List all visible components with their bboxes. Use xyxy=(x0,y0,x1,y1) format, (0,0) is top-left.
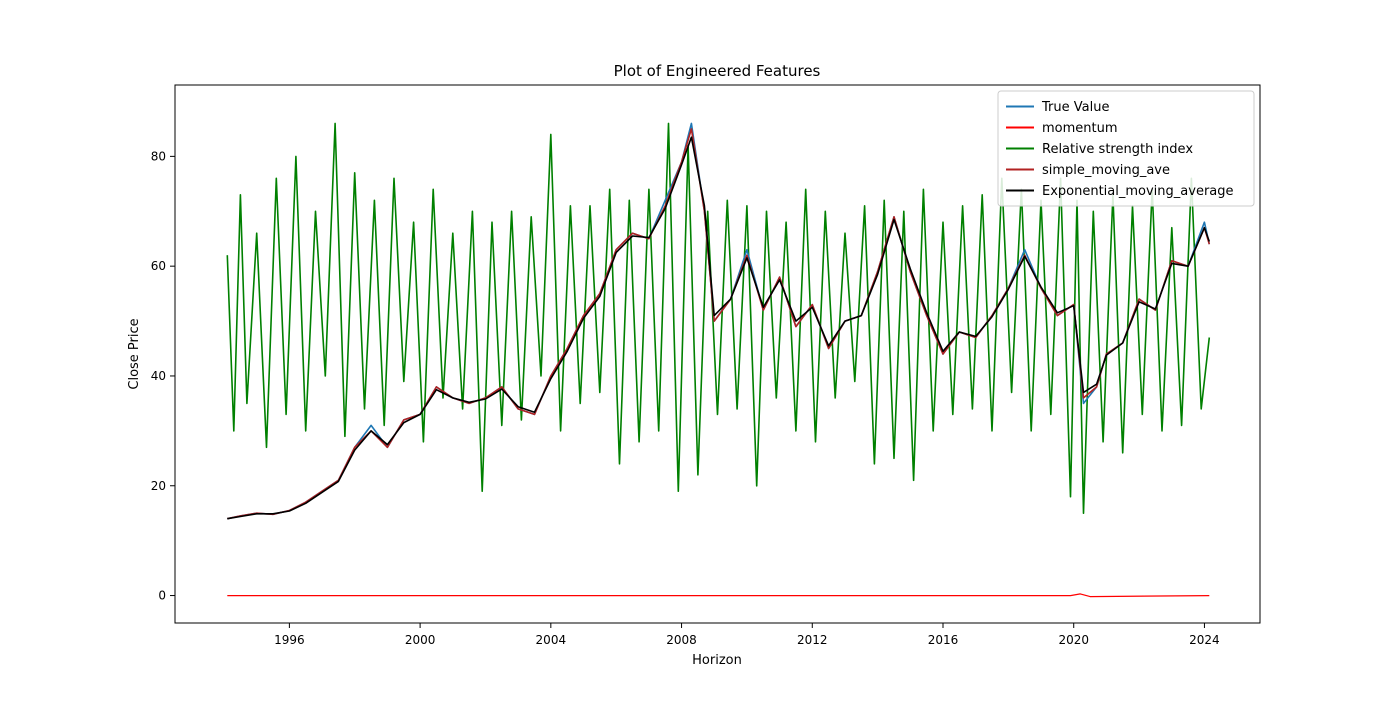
chart-title: Plot of Engineered Features xyxy=(614,62,821,80)
series-line-momentum xyxy=(227,593,1210,598)
x-tick-label: 2012 xyxy=(797,633,828,647)
series-layer xyxy=(226,122,1211,598)
x-axis-ticks: 1996 2000 2004 2008 2012 2016 2020 2024 xyxy=(274,623,1220,647)
x-tick-label: 2000 xyxy=(405,633,436,647)
x-axis-label: Horizon xyxy=(692,653,742,668)
x-tick-label: 2020 xyxy=(1058,633,1089,647)
x-tick-label: 2024 xyxy=(1189,633,1220,647)
y-tick-label: 40 xyxy=(151,369,166,383)
legend-label: Exponential_moving_average xyxy=(1042,184,1234,199)
plot-area: 1996 2000 2004 2008 2012 2016 2020 2024 0 20 40 60… xyxy=(151,84,1261,647)
legend-box xyxy=(997,90,1255,207)
y-axis-label: Close Price xyxy=(127,318,142,389)
legend-label: True Value xyxy=(1041,100,1109,115)
y-tick-label: 60 xyxy=(151,259,166,273)
plot-frame xyxy=(174,84,1261,624)
legend-label: simple_moving_ave xyxy=(1042,163,1170,178)
y-tick-label: 0 xyxy=(158,589,166,603)
legend: True Value momentum Relative strength inde… xyxy=(997,90,1255,207)
x-tick-label: 2008 xyxy=(666,633,697,647)
y-axis-ticks: 0 20 40 60 80 xyxy=(151,149,175,603)
legend-label: Relative strength index xyxy=(1042,142,1193,157)
x-tick-label: 1996 xyxy=(274,633,305,647)
x-tick-label: 2004 xyxy=(536,633,567,647)
legend-label: momentum xyxy=(1042,121,1118,136)
series-line-relative-strength-index xyxy=(226,122,1211,515)
series-line-exponential-moving-average xyxy=(227,136,1211,520)
x-tick-label: 2016 xyxy=(928,633,959,647)
y-tick-label: 80 xyxy=(151,149,166,163)
y-tick-label: 20 xyxy=(151,479,166,493)
